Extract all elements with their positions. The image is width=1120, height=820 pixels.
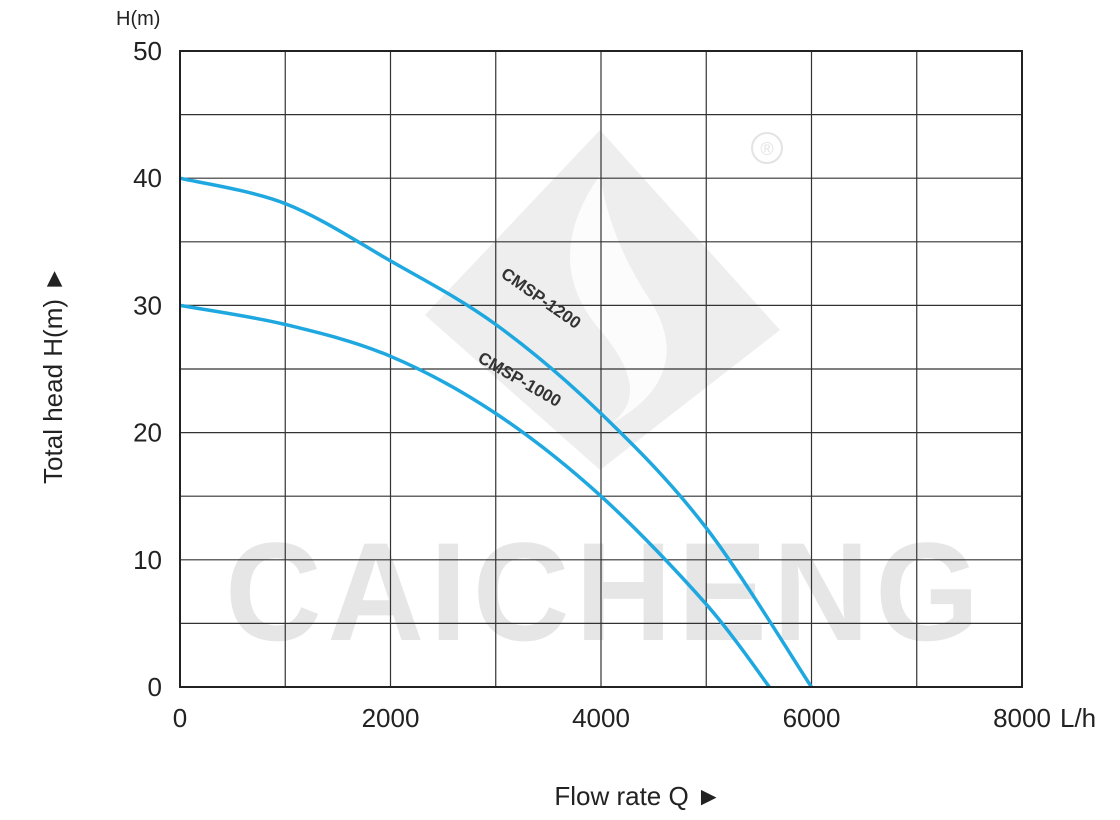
y-tick-label: 0	[148, 672, 162, 702]
watermark-emblem-cut	[570, 175, 667, 430]
plot-border	[179, 50, 1023, 688]
y-tick-label: 40	[133, 163, 162, 193]
chart-series	[179, 176, 813, 689]
y-tick-label: 30	[133, 290, 162, 320]
x-tick-label: 0	[173, 703, 187, 733]
watermark-text: CAICHENG	[225, 513, 985, 670]
x-tick-label: 2000	[362, 703, 420, 733]
watermark-registered-symbol: ®	[760, 139, 773, 159]
y-tick-label: 50	[133, 36, 162, 66]
x-unit-label: L/h	[1060, 703, 1096, 733]
plot-frame	[179, 50, 1023, 688]
y-unit-label: H(m)	[116, 8, 160, 30]
x-axis-title: Flow rate Q ►	[554, 781, 721, 811]
x-tick-label: 6000	[783, 703, 841, 733]
series-line-cmsp-1200	[179, 176, 813, 688]
y-axis-title: Total head H(m) ►	[38, 266, 68, 484]
y-tick-label: 10	[133, 545, 162, 575]
watermark-logo: ® CAICHENG	[225, 130, 985, 670]
series-line-cmsp-1000	[179, 303, 771, 689]
x-tick-label: 4000	[572, 703, 630, 733]
x-tick-label: 8000	[993, 703, 1051, 733]
y-tick-label: 20	[133, 418, 162, 448]
registered-mark	[751, 132, 783, 164]
